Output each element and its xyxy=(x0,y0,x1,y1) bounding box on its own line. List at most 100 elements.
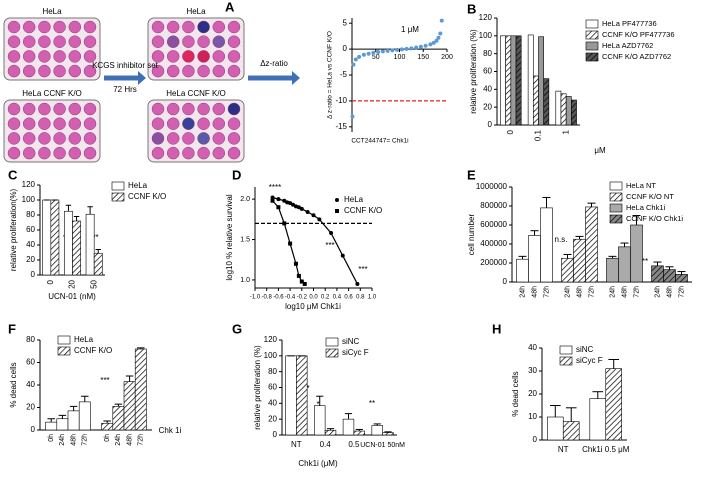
bar xyxy=(285,355,297,436)
y-axis-label: cell number xyxy=(467,213,476,255)
point xyxy=(414,45,419,50)
legend-label: CCNF K/O Chk1i xyxy=(626,214,683,223)
x-tick-label: 0 xyxy=(506,129,515,134)
well xyxy=(53,20,66,34)
annotation: ** xyxy=(369,399,375,408)
annotation: CCT244747= Chk1i xyxy=(351,138,408,145)
well xyxy=(68,146,82,160)
plate-label: HeLa xyxy=(186,7,206,16)
y-axis-label: relative proliferation(%) xyxy=(9,189,18,272)
well xyxy=(227,102,241,116)
y-tick-label: 100 xyxy=(22,195,36,204)
well xyxy=(197,102,210,116)
y-tick-label: 40 xyxy=(26,240,35,249)
well xyxy=(68,50,82,63)
panel-label: C xyxy=(8,167,18,182)
legend-label: HeLa xyxy=(344,195,364,204)
point xyxy=(270,195,275,200)
well xyxy=(7,35,21,48)
bar xyxy=(42,199,52,276)
bar xyxy=(605,368,622,441)
y-tick-label: 60 xyxy=(483,67,492,76)
bar xyxy=(538,36,544,126)
well xyxy=(68,20,82,34)
x-tick-label: 20 xyxy=(68,279,77,288)
plate-label: HeLa xyxy=(42,7,62,16)
y-tick-label: 60 xyxy=(26,358,35,367)
point xyxy=(317,217,322,222)
well xyxy=(227,117,241,130)
legend-label: HeLa NT xyxy=(626,181,656,190)
point xyxy=(439,18,444,23)
bar xyxy=(562,421,580,441)
well xyxy=(182,35,195,48)
y-tick-label: 0 xyxy=(488,120,493,129)
well xyxy=(212,20,226,34)
y-tick-label: -5 xyxy=(340,70,348,79)
annotation: *** xyxy=(358,265,367,274)
bar xyxy=(571,99,577,126)
bar xyxy=(500,35,506,126)
well xyxy=(227,132,241,145)
panel-label: E xyxy=(467,167,476,182)
bar xyxy=(123,381,136,431)
bar xyxy=(618,246,631,283)
bar xyxy=(342,418,355,436)
plate xyxy=(3,17,101,81)
y-axis-label: log10 % relative survival xyxy=(225,194,234,280)
x-tick-label: 0h xyxy=(48,434,55,442)
well xyxy=(53,35,66,48)
x-tick-label: 72h xyxy=(588,286,595,298)
well xyxy=(83,132,97,145)
well xyxy=(227,20,241,34)
bar xyxy=(675,274,688,283)
point xyxy=(311,213,316,218)
y-tick-label: 5 xyxy=(343,18,348,27)
legend-swatch xyxy=(111,181,125,191)
y-tick-label: 400000 xyxy=(480,239,507,248)
bar xyxy=(560,93,567,126)
well xyxy=(151,117,165,130)
well xyxy=(68,35,82,48)
legend-label: siNC xyxy=(576,345,594,354)
well xyxy=(7,50,21,63)
x-tick-label: 72h xyxy=(543,286,550,298)
legend-swatch xyxy=(325,337,339,347)
y-tick-label: 0 xyxy=(31,425,36,434)
plate xyxy=(3,99,101,163)
bar xyxy=(543,78,550,126)
panel-label: F xyxy=(8,321,16,336)
x-axis-label: Chk1i (μM) xyxy=(298,459,338,468)
y-tick-label: 120 xyxy=(479,13,493,22)
well xyxy=(38,64,51,78)
plate-label: HeLa CCNF K/O xyxy=(22,89,82,98)
y-axis-label: % dead cells xyxy=(511,371,520,416)
x-axis-label: μM xyxy=(594,146,606,155)
bar xyxy=(324,429,337,436)
y-tick-label: 0 xyxy=(343,44,348,53)
well xyxy=(197,132,210,145)
point xyxy=(350,114,355,119)
legend-swatch xyxy=(111,192,125,202)
y-tick-label: 1000000 xyxy=(476,182,508,191)
x-tick-label: 24h xyxy=(654,286,661,298)
bar xyxy=(528,235,541,283)
bar xyxy=(527,34,534,126)
y-tick-label: 100 xyxy=(264,351,278,360)
x-tick-label: NT xyxy=(291,440,302,449)
point xyxy=(296,273,301,278)
x-axis-label: UCN-01 (nM) xyxy=(48,292,96,301)
panel-label: G xyxy=(232,321,242,336)
bar xyxy=(651,265,664,283)
bar xyxy=(56,418,69,431)
point xyxy=(299,206,304,211)
well xyxy=(53,50,66,63)
point xyxy=(371,50,376,55)
bar xyxy=(78,401,91,431)
point xyxy=(291,202,296,207)
x-tick-label: -0.6 xyxy=(273,295,284,301)
well xyxy=(68,64,82,78)
well xyxy=(22,35,36,48)
legend-label: HeLa xyxy=(128,181,148,190)
y-axis-label: % dead cells xyxy=(9,362,18,407)
